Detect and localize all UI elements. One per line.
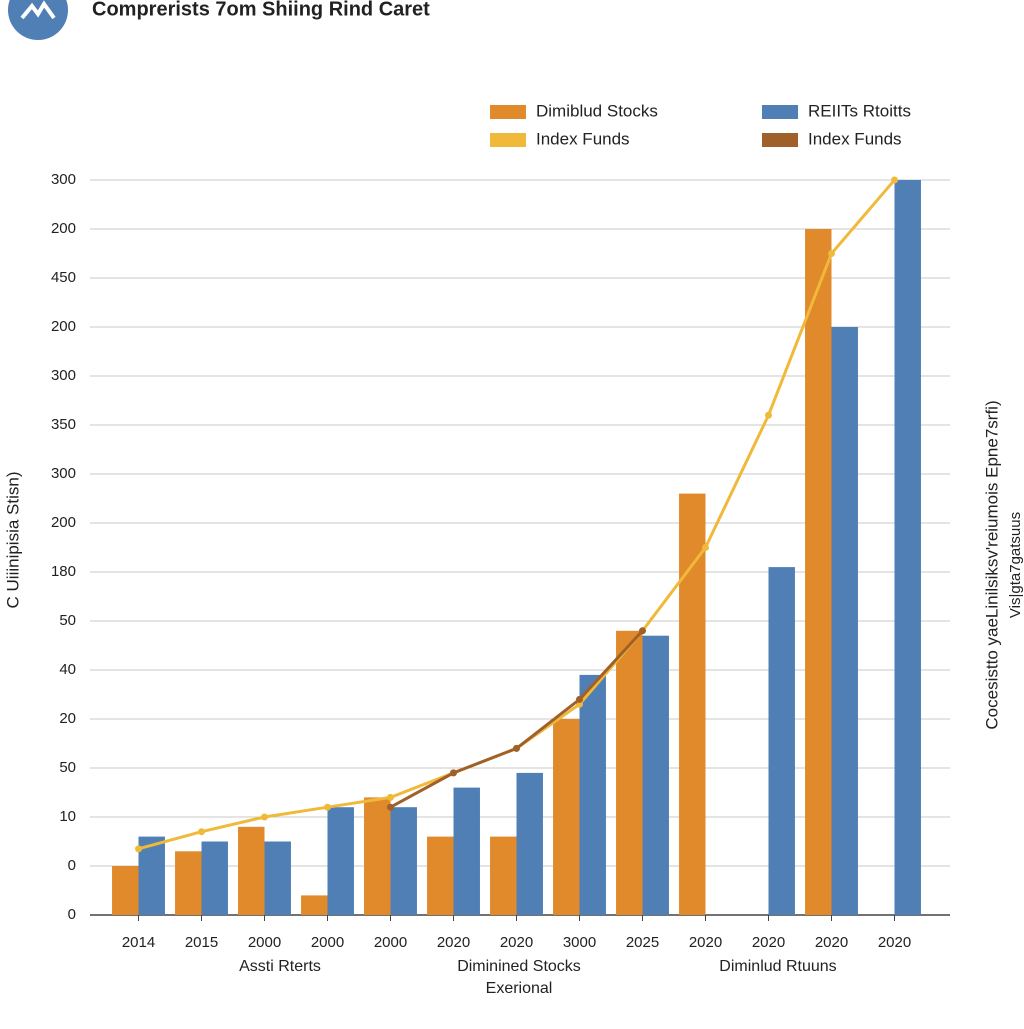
y-axis-label: C Uiiinipisia Stisn) (3, 472, 22, 609)
y-tick-label: 200 (51, 318, 76, 335)
bar (238, 826, 265, 915)
x-tick-label: 2020 (437, 934, 470, 951)
bar (453, 787, 480, 915)
x-tick-label: 2020 (689, 934, 722, 951)
line-point (261, 813, 268, 821)
line-point (324, 803, 331, 811)
bar (201, 841, 228, 915)
y2-axis-label: Cocesistto yaeLinilsiksv'reiumois Epne7s… (982, 400, 1001, 729)
x-tick-label: 2020 (815, 934, 848, 951)
line-point (576, 695, 583, 703)
bar (768, 567, 795, 915)
bar (831, 327, 858, 915)
y-tick-label: 180 (51, 563, 76, 580)
bar (301, 895, 328, 915)
line-point (450, 769, 457, 777)
x-tick-label: 2000 (248, 934, 281, 951)
legend-label: Dimiblud Stocks (536, 101, 658, 120)
group-label: Diminlud Rtuuns (719, 958, 836, 975)
bar (175, 851, 202, 915)
y-tick-label: 300 (51, 171, 76, 188)
legend-swatch (490, 133, 526, 147)
x-tick-label: 2000 (374, 934, 407, 951)
y-tick-label: 40 (59, 661, 76, 678)
x-tick-label: 2020 (752, 934, 785, 951)
group-label: Assti Rterts (239, 958, 321, 975)
legend-swatch (762, 133, 798, 147)
bar (327, 807, 354, 915)
bar (427, 836, 454, 915)
group-label: Exerional (486, 980, 553, 997)
bar (805, 229, 832, 915)
y-tick-label: 50 (59, 612, 76, 629)
line-point (513, 744, 520, 752)
line-point (198, 828, 205, 836)
group-label: Diminined Stocks (457, 958, 581, 975)
bar (490, 836, 517, 915)
chart-title: Comprerists 7om Shiing Rind Caret (92, 0, 430, 20)
bar (894, 180, 921, 915)
bar (516, 772, 543, 915)
line-point (891, 176, 898, 184)
bar (264, 841, 291, 915)
y-tick-label: 0 (68, 857, 76, 874)
x-tick-label: 2000 (311, 934, 344, 951)
line-point (135, 845, 142, 853)
x-tick-label: 2020 (878, 934, 911, 951)
x-tick-label: 2014 (122, 934, 155, 951)
y-tick-label: 450 (51, 269, 76, 286)
bar (553, 719, 580, 915)
y-tick-label: 200 (51, 514, 76, 531)
legend-label: Index Funds (808, 129, 902, 148)
bar (679, 493, 706, 915)
legend-swatch (762, 105, 798, 119)
bar (390, 807, 417, 915)
x-tick-label: 3000 (563, 934, 596, 951)
y-tick-label: 300 (51, 367, 76, 384)
logo-icon (20, 0, 56, 20)
y-tick-label: 300 (51, 465, 76, 482)
x-tick-label: 2020 (500, 934, 533, 951)
legend-label: REIITs Rtoitts (808, 101, 911, 120)
y-tick-label: 200 (51, 220, 76, 237)
y2-axis-label: Vis|gta7gatsuus (1007, 512, 1024, 618)
y-tick-label: 50 (59, 759, 76, 776)
line-point (387, 803, 394, 811)
legend-swatch (490, 105, 526, 119)
bar (616, 630, 643, 915)
line-point (387, 793, 394, 801)
x-tick-label: 2025 (626, 934, 659, 951)
line-point (828, 250, 835, 257)
bar (112, 866, 139, 915)
x-tick-label: 2015 (185, 934, 218, 951)
line-point (765, 411, 772, 419)
bar (364, 797, 391, 915)
logo (8, 0, 68, 40)
bar (579, 674, 606, 915)
bar (642, 635, 669, 915)
y-tick-label: 0 (68, 906, 76, 923)
y-tick-label: 10 (59, 808, 76, 825)
y-tick-label: 20 (59, 710, 76, 727)
line-point (639, 627, 646, 635)
legend-label: Index Funds (536, 129, 630, 148)
line-point (702, 544, 709, 551)
y-tick-label: 350 (51, 416, 76, 433)
bar (138, 836, 165, 915)
